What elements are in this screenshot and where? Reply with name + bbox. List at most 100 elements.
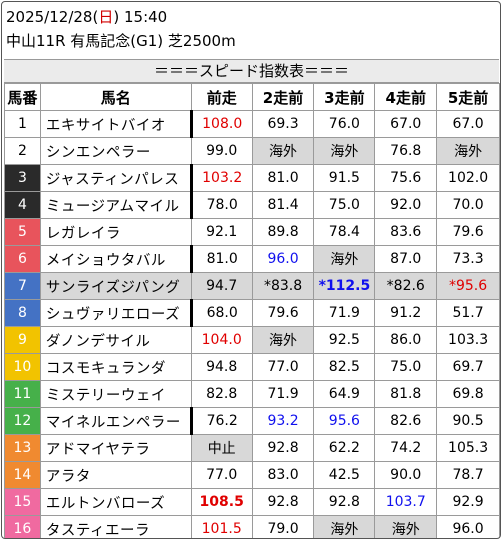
speed-index-cell: 中止 [190, 434, 253, 462]
speed-index-cell: 70.0 [436, 191, 500, 219]
col-header-last: 前走 [190, 83, 253, 111]
speed-index-cell: 75.0 [313, 191, 376, 219]
speed-index-cell: 108.5 [190, 488, 253, 516]
speed-index-cell: 51.7 [436, 299, 500, 327]
speed-index-cell: 67.0 [436, 110, 500, 138]
speed-index-cell: 90.0 [374, 461, 438, 489]
speed-index-cell: 79.0 [251, 515, 315, 538]
race-datetime: 2025/12/28(日) 15:40 [6, 8, 167, 26]
horse-number: 12 [4, 407, 41, 435]
speed-index-cell: 93.2 [251, 407, 315, 435]
speed-index-cell: 海外 [313, 515, 376, 538]
horse-number: 7 [4, 272, 41, 300]
col-header-2ago: 2走前 [251, 83, 315, 111]
speed-index-cell: 91.2 [374, 299, 438, 327]
race-date: 2025/12/28 [6, 8, 93, 26]
horse-name: アラタ [39, 461, 192, 489]
table-row: 12 マイネルエンペラー 76.2 93.2 95.6 82.6 90.5 [4, 407, 500, 435]
speed-index-cell: 海外 [251, 326, 315, 354]
speed-index-cell: 92.8 [251, 434, 315, 462]
speed-index-cell: 海外 [251, 137, 315, 165]
horse-name: ジャスティンパレス [39, 164, 193, 192]
horse-name: シンエンペラー [39, 137, 192, 165]
horse-number: 4 [4, 191, 41, 219]
table-row: 5 レガレイラ 92.1 89.8 78.4 83.6 79.6 [4, 218, 500, 246]
speed-index-cell: 海外 [313, 137, 376, 165]
speed-index-cell: 73.3 [436, 245, 500, 273]
speed-index-cell: 92.8 [313, 488, 376, 516]
speed-index-cell: 86.0 [374, 326, 438, 354]
speed-index-cell: 71.9 [313, 299, 376, 327]
table-row: 2 シンエンペラー 99.0 海外 海外 76.8 海外 [4, 137, 500, 165]
speed-index-cell: *83.8 [251, 272, 315, 300]
col-header-horse: 馬名 [39, 83, 192, 111]
horse-name: シュヴァリエローズ [39, 299, 193, 327]
race-title: 中山11R 有馬記念(G1) 芝2500m [6, 32, 236, 50]
table-row: 6 メイショウタバル 81.0 96.0 海外 87.0 73.3 [4, 245, 500, 273]
horse-number: 6 [4, 245, 41, 273]
table-row: 8 シュヴァリエローズ 68.0 79.6 71.9 91.2 51.7 [4, 299, 500, 327]
speed-index-cell: 71.9 [251, 380, 315, 408]
day-of-week: 日 [98, 8, 114, 26]
speed-index-cell: 91.5 [313, 164, 376, 192]
speed-index-cell: 92.0 [374, 191, 438, 219]
dow-open: ( [92, 8, 99, 26]
speed-index-cell: 79.6 [436, 218, 500, 246]
speed-index-cell: 82.8 [190, 380, 253, 408]
speed-index-cell: 103.3 [436, 326, 500, 354]
speed-index-cell: 105.3 [436, 434, 500, 462]
speed-index-cell: 69.3 [251, 110, 315, 138]
speed-index-cell: 68.0 [190, 299, 253, 327]
speed-index-cell: 69.7 [436, 353, 500, 381]
speed-index-cell: 82.6 [374, 407, 438, 435]
speed-index-cell: 海外 [436, 137, 500, 165]
speed-index-cell: 102.0 [436, 164, 500, 192]
speed-index-cell: 99.0 [190, 137, 253, 165]
horse-name: ミステリーウェイ [39, 380, 192, 408]
speed-index-cell: 78.0 [190, 191, 253, 219]
table-header-row: 馬番 馬名 前走 2走前 3走前 4走前 5走前 [4, 83, 500, 111]
speed-index-cell: 81.8 [374, 380, 438, 408]
speed-index-cell: 79.6 [251, 299, 315, 327]
speed-index-cell: 101.5 [190, 515, 253, 538]
speed-index-cell: 75.0 [374, 353, 438, 381]
speed-index-cell: 76.2 [190, 407, 253, 435]
horse-name: タスティエーラ [39, 515, 192, 538]
speed-index-cell: 42.5 [313, 461, 376, 489]
table-body: 1 エキサイトバイオ 108.0 69.3 76.0 67.0 67.0 2 シンエンペラー 99… [4, 110, 500, 538]
horse-number: 3 [4, 164, 41, 192]
horse-number: 14 [4, 461, 41, 489]
speed-index-cell: *95.6 [436, 272, 500, 300]
horse-number: 9 [4, 326, 41, 354]
speed-index-cell: 海外 [374, 515, 438, 538]
table-row: 4 ミュージアムマイル 78.0 81.4 75.0 92.0 70.0 [4, 191, 500, 219]
table-row: 11 ミステリーウェイ 82.8 71.9 64.9 81.8 69.8 [4, 380, 500, 408]
speed-index-cell: 83.0 [251, 461, 315, 489]
horse-number: 13 [4, 434, 41, 462]
table-row: 1 エキサイトバイオ 108.0 69.3 76.0 67.0 67.0 [4, 110, 500, 138]
speed-index-cell: 104.0 [190, 326, 253, 354]
table-row: 10 コスモキュランダ 94.8 77.0 82.5 75.0 69.7 [4, 353, 500, 381]
col-header-number: 馬番 [4, 83, 41, 111]
horse-name: マイネルエンペラー [39, 407, 193, 435]
speed-index-cell: 77.0 [251, 353, 315, 381]
speed-index-cell: 82.5 [313, 353, 376, 381]
horse-number: 15 [4, 488, 41, 516]
horse-number: 10 [4, 353, 41, 381]
horse-name: サンライズジパング [39, 272, 192, 300]
table-row: 14 アラタ 77.0 83.0 42.5 90.0 78.7 [4, 461, 500, 489]
speed-index-cell: 62.2 [313, 434, 376, 462]
speed-index-cell: 92.8 [251, 488, 315, 516]
speed-index-cell: 81.0 [251, 164, 315, 192]
horse-name: エルトンバローズ [39, 488, 192, 516]
speed-index-cell: 76.8 [374, 137, 438, 165]
horse-number: 8 [4, 299, 41, 327]
race-time: 15:40 [123, 8, 168, 26]
speed-index-cell: 75.6 [374, 164, 438, 192]
table-row: 13 アドマイヤテラ 中止 92.8 62.2 74.2 105.3 [4, 434, 500, 462]
speed-index-cell: 81.0 [190, 245, 253, 273]
speed-index-cell: 74.2 [374, 434, 438, 462]
horse-number: 11 [4, 380, 41, 408]
speed-index-cell: 96.0 [251, 245, 315, 273]
horse-number: 5 [4, 218, 41, 246]
